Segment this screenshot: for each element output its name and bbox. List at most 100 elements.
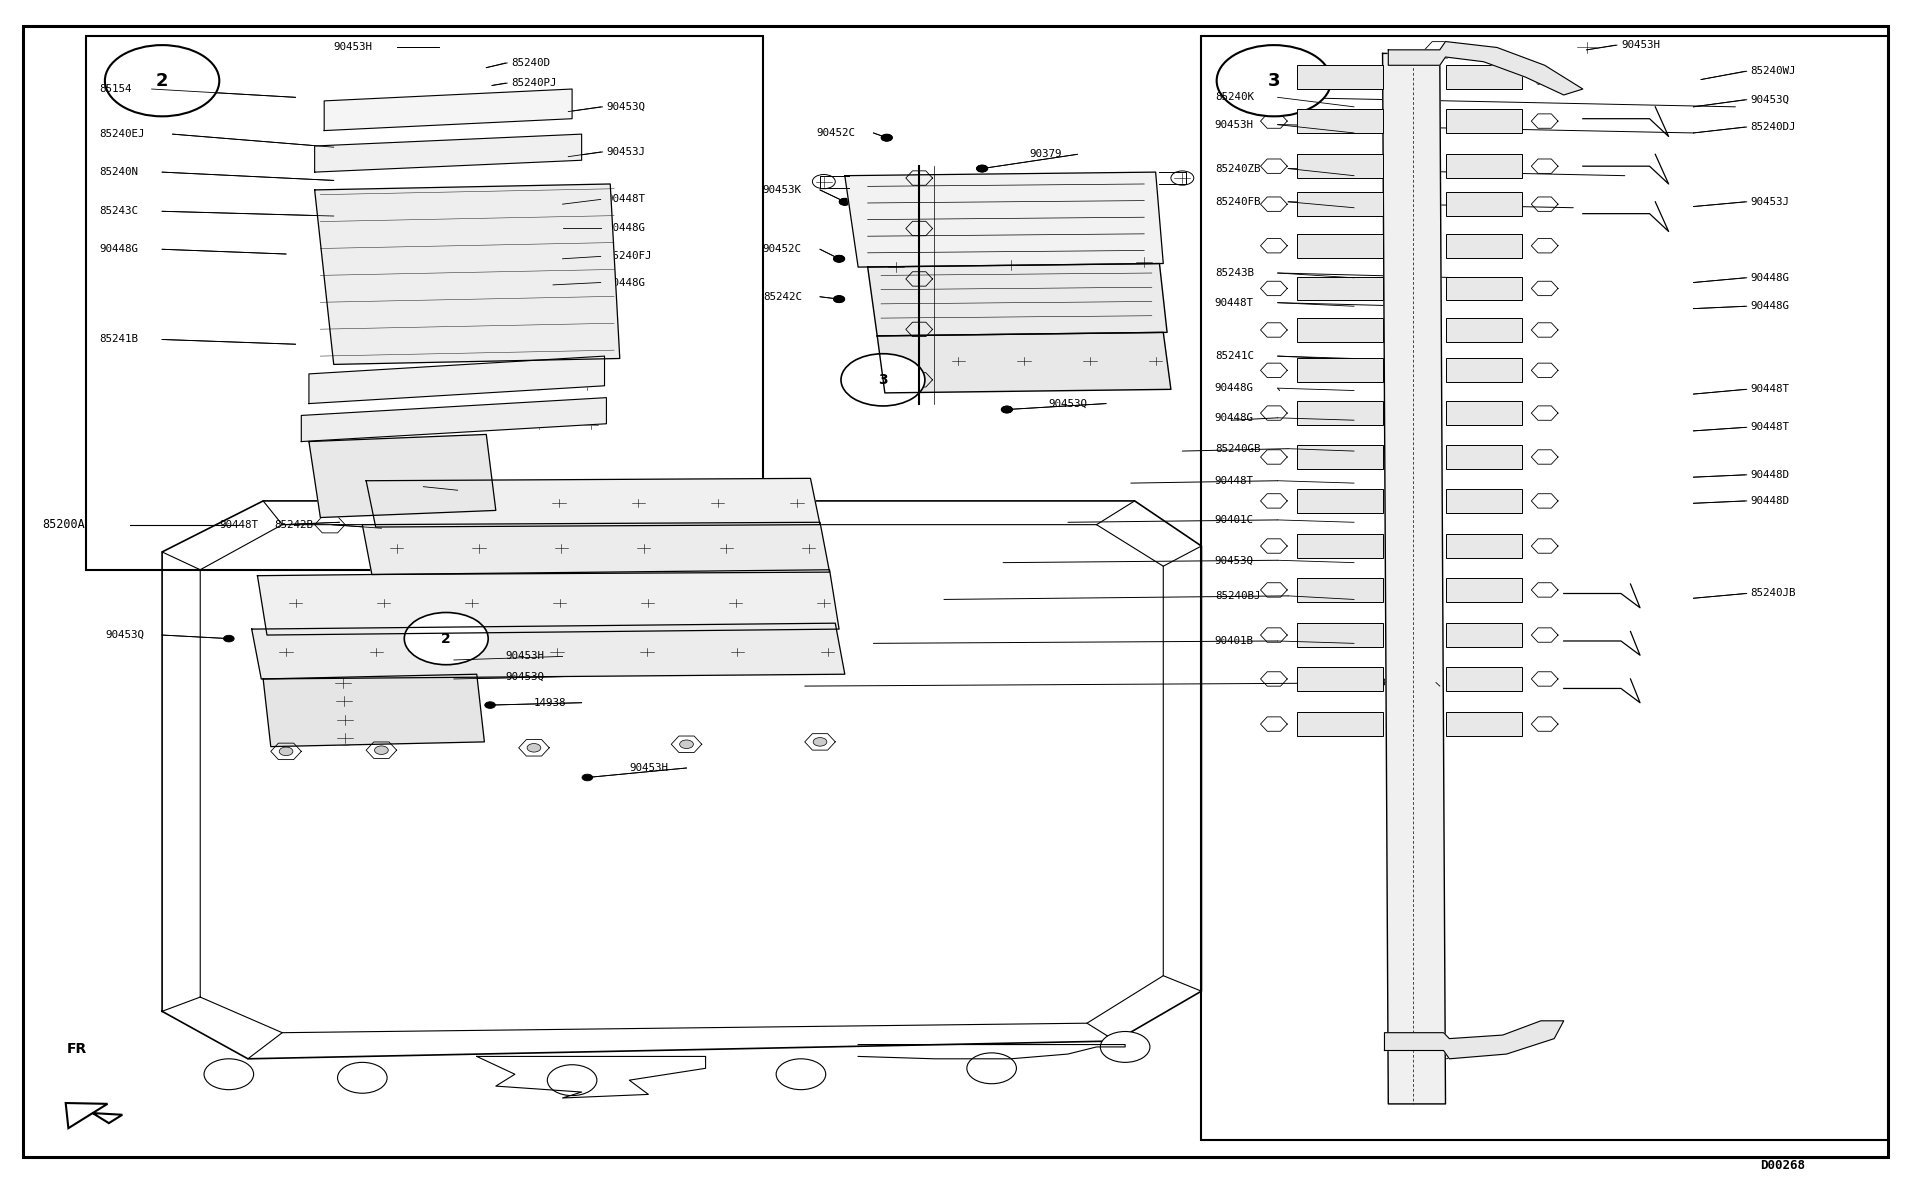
Circle shape — [461, 597, 481, 609]
Circle shape — [1688, 391, 1699, 398]
Bar — [1297, 534, 1383, 558]
Polygon shape — [461, 510, 492, 527]
Text: 85242C: 85242C — [763, 292, 801, 301]
Circle shape — [1688, 427, 1699, 434]
Bar — [1201, 36, 1888, 1140]
Polygon shape — [1261, 159, 1287, 173]
Circle shape — [551, 542, 570, 554]
Circle shape — [1348, 172, 1360, 179]
Circle shape — [1348, 129, 1360, 137]
Polygon shape — [1531, 281, 1558, 296]
Circle shape — [322, 520, 338, 529]
Circle shape — [1688, 595, 1699, 602]
Circle shape — [1581, 46, 1592, 53]
Circle shape — [589, 226, 612, 240]
Text: 90453H: 90453H — [505, 652, 543, 661]
Text: 90453Q: 90453Q — [606, 102, 645, 112]
Polygon shape — [1531, 539, 1558, 553]
Polygon shape — [315, 134, 582, 172]
Circle shape — [286, 597, 305, 609]
Polygon shape — [1531, 363, 1558, 377]
Polygon shape — [1531, 323, 1558, 337]
Circle shape — [1695, 76, 1707, 83]
Bar — [1446, 667, 1522, 691]
Text: 85240GB: 85240GB — [1215, 444, 1261, 453]
Circle shape — [290, 94, 301, 101]
Circle shape — [1268, 74, 1280, 81]
Circle shape — [448, 675, 460, 683]
Text: 2: 2 — [156, 71, 168, 90]
Circle shape — [328, 177, 339, 184]
Polygon shape — [1261, 281, 1287, 296]
Text: 90452C: 90452C — [816, 128, 854, 138]
Circle shape — [555, 151, 574, 163]
Text: 90448T: 90448T — [1751, 385, 1789, 394]
Circle shape — [1268, 453, 1280, 461]
Circle shape — [999, 258, 1022, 272]
Circle shape — [338, 1062, 387, 1093]
Circle shape — [469, 514, 484, 523]
Polygon shape — [385, 513, 416, 529]
Text: 85240ZB: 85240ZB — [1215, 164, 1261, 173]
Circle shape — [1348, 387, 1360, 394]
Circle shape — [1688, 129, 1699, 137]
Circle shape — [290, 341, 301, 348]
Circle shape — [547, 281, 559, 288]
Text: 85243B: 85243B — [1215, 268, 1253, 278]
Circle shape — [1348, 480, 1360, 487]
Circle shape — [1688, 103, 1699, 110]
Polygon shape — [671, 736, 702, 753]
Circle shape — [1573, 39, 1600, 56]
Text: 90448T: 90448T — [1215, 476, 1253, 485]
Circle shape — [1688, 474, 1699, 481]
Circle shape — [357, 312, 379, 326]
Bar — [1446, 277, 1522, 300]
Circle shape — [278, 747, 294, 756]
Circle shape — [563, 108, 574, 115]
Circle shape — [374, 419, 393, 431]
Circle shape — [1695, 76, 1707, 83]
Bar — [1297, 154, 1383, 178]
Circle shape — [452, 487, 463, 494]
Text: 90448T: 90448T — [606, 195, 645, 204]
Circle shape — [1171, 171, 1194, 185]
Text: D00268: D00268 — [1760, 1160, 1806, 1172]
Bar — [1446, 401, 1522, 425]
Circle shape — [1348, 204, 1360, 211]
Circle shape — [1688, 595, 1699, 602]
Text: 85240FB: 85240FB — [1215, 197, 1261, 207]
Circle shape — [1539, 721, 1550, 728]
Polygon shape — [324, 89, 572, 131]
Text: 90448T: 90448T — [1215, 298, 1253, 307]
Circle shape — [446, 107, 465, 119]
Polygon shape — [906, 272, 933, 286]
Polygon shape — [906, 373, 933, 387]
Polygon shape — [309, 434, 496, 518]
Text: 90453H: 90453H — [1215, 120, 1253, 129]
Circle shape — [1079, 355, 1098, 367]
Circle shape — [833, 296, 845, 303]
Text: 90453H: 90453H — [629, 763, 667, 773]
Circle shape — [1539, 586, 1550, 594]
Polygon shape — [519, 740, 549, 756]
Circle shape — [1348, 274, 1360, 281]
Circle shape — [1268, 497, 1280, 504]
Circle shape — [1688, 103, 1699, 110]
Circle shape — [223, 635, 235, 642]
Polygon shape — [1384, 1021, 1564, 1059]
Circle shape — [1348, 103, 1360, 110]
Circle shape — [1348, 447, 1360, 455]
Circle shape — [1539, 631, 1550, 639]
Circle shape — [530, 419, 549, 431]
Circle shape — [1348, 559, 1360, 566]
Circle shape — [543, 107, 563, 119]
Text: 90453J: 90453J — [1751, 197, 1789, 207]
Circle shape — [334, 712, 357, 726]
Circle shape — [458, 646, 477, 658]
Circle shape — [883, 355, 902, 367]
Polygon shape — [366, 742, 397, 758]
Circle shape — [1268, 285, 1280, 292]
Circle shape — [1348, 129, 1360, 137]
Polygon shape — [1531, 494, 1558, 508]
Circle shape — [1146, 355, 1165, 367]
